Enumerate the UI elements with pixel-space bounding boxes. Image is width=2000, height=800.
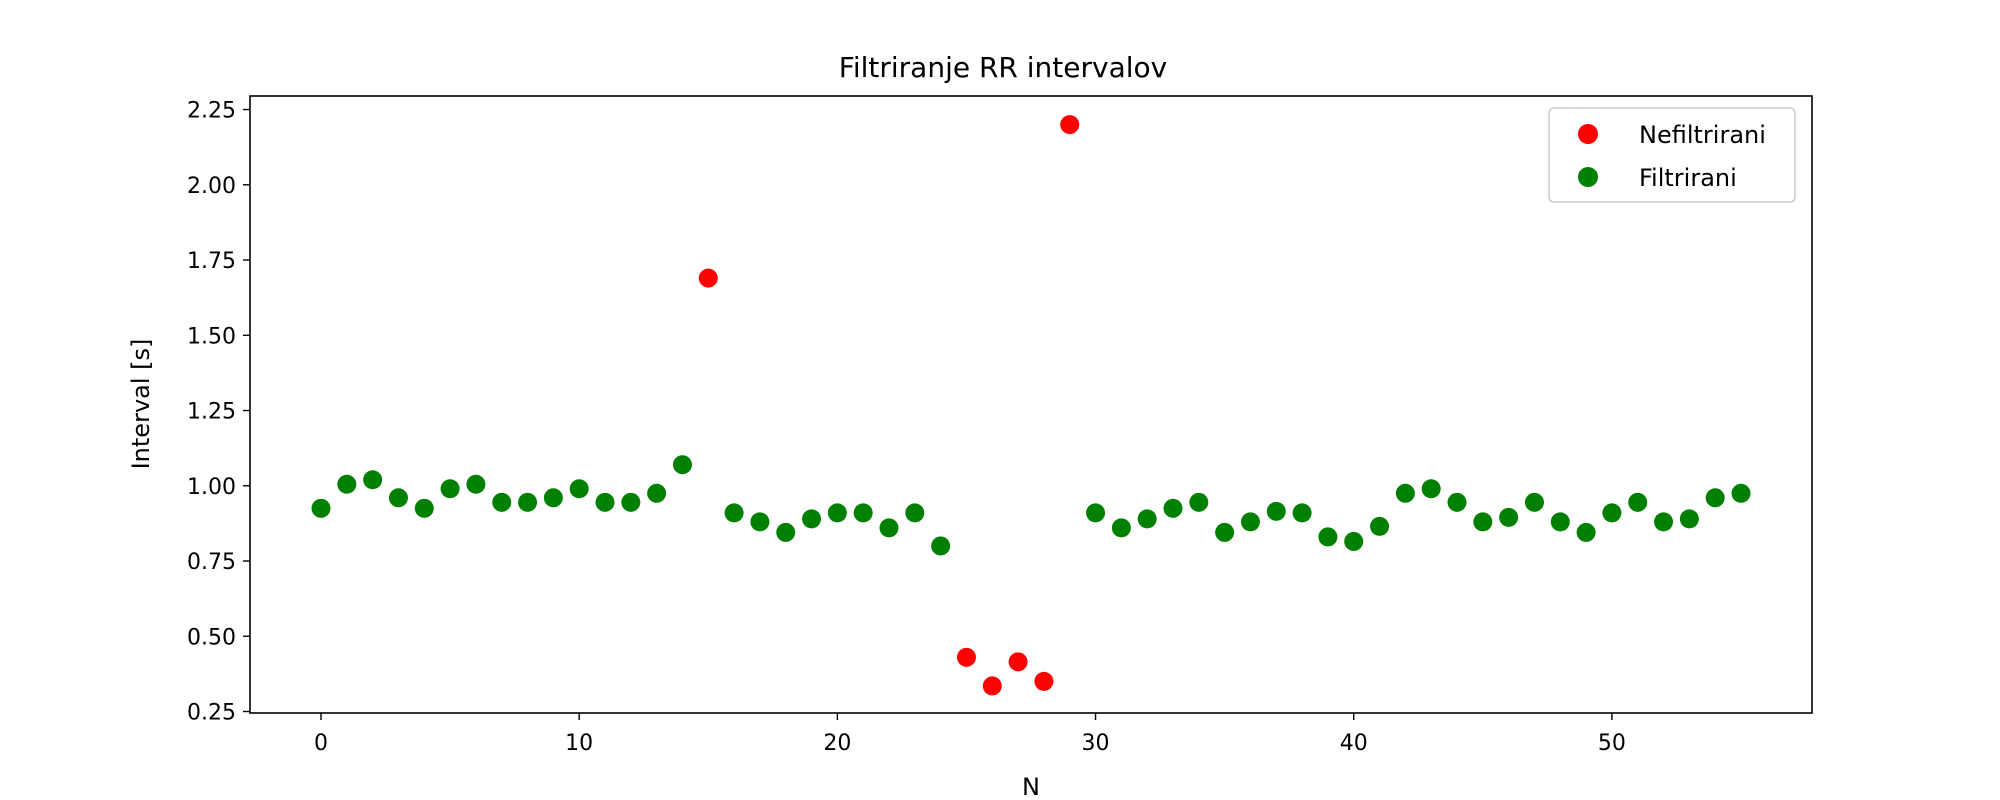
legend-marker-filtrirani bbox=[1578, 167, 1598, 187]
plot-frame bbox=[249, 95, 1813, 714]
point-filtrirani bbox=[750, 512, 770, 532]
point-filtrirani bbox=[1576, 522, 1596, 542]
y-tick-label: 2.00 bbox=[187, 174, 236, 199]
legend: Nefiltrirani Filtrirani bbox=[1548, 107, 1796, 203]
point-nefiltrirani bbox=[1008, 652, 1028, 672]
point-filtrirani bbox=[1086, 503, 1106, 523]
point-nefiltrirani bbox=[1060, 115, 1080, 135]
y-axis-label: Interval [s] bbox=[127, 339, 155, 470]
y-tick-label: 2.25 bbox=[187, 99, 236, 124]
point-filtrirani bbox=[1163, 498, 1183, 518]
point-filtrirani bbox=[1473, 512, 1493, 532]
x-tick-label: 50 bbox=[1598, 731, 1626, 756]
point-filtrirani bbox=[724, 503, 744, 523]
x-tick-label: 40 bbox=[1340, 731, 1368, 756]
point-filtrirani bbox=[363, 470, 383, 490]
legend-marker-nefiltrirani bbox=[1578, 124, 1598, 144]
point-filtrirani bbox=[1705, 488, 1725, 508]
point-filtrirani bbox=[1370, 516, 1390, 536]
y-tick-label: 1.00 bbox=[187, 475, 236, 500]
point-filtrirani bbox=[1318, 527, 1338, 547]
point-filtrirani bbox=[1215, 522, 1235, 542]
point-filtrirani bbox=[569, 479, 589, 499]
point-filtrirani bbox=[440, 479, 460, 499]
point-filtrirani bbox=[1292, 503, 1312, 523]
point-filtrirani bbox=[1654, 512, 1674, 532]
point-filtrirani bbox=[672, 455, 692, 475]
y-tick-label: 0.75 bbox=[187, 550, 236, 575]
point-filtrirani bbox=[518, 492, 538, 512]
point-filtrirani bbox=[466, 474, 486, 494]
point-filtrirani bbox=[1266, 501, 1286, 521]
point-filtrirani bbox=[1395, 483, 1415, 503]
point-filtrirani bbox=[388, 488, 408, 508]
point-filtrirani bbox=[879, 518, 899, 538]
point-filtrirani bbox=[1189, 492, 1209, 512]
point-filtrirani bbox=[311, 498, 331, 518]
x-axis-ticks: 0 10 20 30 40 50 bbox=[314, 713, 1626, 756]
point-filtrirani bbox=[827, 503, 847, 523]
point-nefiltrirani bbox=[698, 268, 718, 288]
point-filtrirani bbox=[414, 498, 434, 518]
point-filtrirani bbox=[1550, 512, 1570, 532]
x-tick-label: 0 bbox=[314, 731, 328, 756]
point-filtrirani bbox=[931, 536, 951, 556]
x-tick-label: 10 bbox=[565, 731, 593, 756]
point-filtrirani bbox=[621, 492, 641, 512]
data-points bbox=[311, 115, 1751, 696]
point-filtrirani bbox=[543, 488, 563, 508]
point-filtrirani bbox=[337, 474, 357, 494]
point-filtrirani bbox=[776, 522, 796, 542]
chart-title: Filtriranje RR intervalov bbox=[839, 51, 1167, 84]
point-filtrirani bbox=[905, 503, 925, 523]
point-filtrirani bbox=[1602, 503, 1622, 523]
y-tick-label: 1.50 bbox=[187, 324, 236, 349]
point-filtrirani bbox=[1344, 531, 1364, 551]
point-filtrirani bbox=[492, 492, 512, 512]
point-filtrirani bbox=[1421, 479, 1441, 499]
point-filtrirani bbox=[1499, 507, 1519, 527]
x-tick-label: 30 bbox=[1082, 731, 1110, 756]
y-tick-label: 0.50 bbox=[187, 625, 236, 650]
point-nefiltrirani bbox=[956, 647, 976, 667]
x-axis-label: N bbox=[1022, 773, 1040, 800]
y-tick-label: 1.75 bbox=[187, 249, 236, 274]
y-tick-label: 0.25 bbox=[187, 700, 236, 725]
point-filtrirani bbox=[1628, 492, 1648, 512]
point-filtrirani bbox=[595, 492, 615, 512]
y-axis-ticks: 0.25 0.50 0.75 1.00 1.25 1.50 1.75 2.00 2.25 bbox=[187, 99, 250, 725]
legend-label-filtrirani: Filtrirani bbox=[1639, 164, 1737, 192]
point-filtrirani bbox=[853, 503, 873, 523]
legend-box bbox=[1548, 107, 1796, 203]
point-filtrirani bbox=[1137, 509, 1157, 529]
point-filtrirani bbox=[1524, 492, 1544, 512]
point-filtrirani bbox=[1447, 492, 1467, 512]
legend-label-nefiltrirani: Nefiltrirani bbox=[1639, 121, 1766, 149]
point-filtrirani bbox=[1679, 509, 1699, 529]
point-filtrirani bbox=[802, 509, 822, 529]
point-filtrirani bbox=[1240, 512, 1260, 532]
y-tick-label: 1.25 bbox=[187, 400, 236, 425]
point-nefiltrirani bbox=[982, 676, 1002, 696]
point-nefiltrirani bbox=[1034, 671, 1054, 691]
point-filtrirani bbox=[1111, 518, 1131, 538]
point-filtrirani bbox=[647, 483, 667, 503]
x-tick-label: 20 bbox=[823, 731, 851, 756]
point-filtrirani bbox=[1731, 483, 1751, 503]
